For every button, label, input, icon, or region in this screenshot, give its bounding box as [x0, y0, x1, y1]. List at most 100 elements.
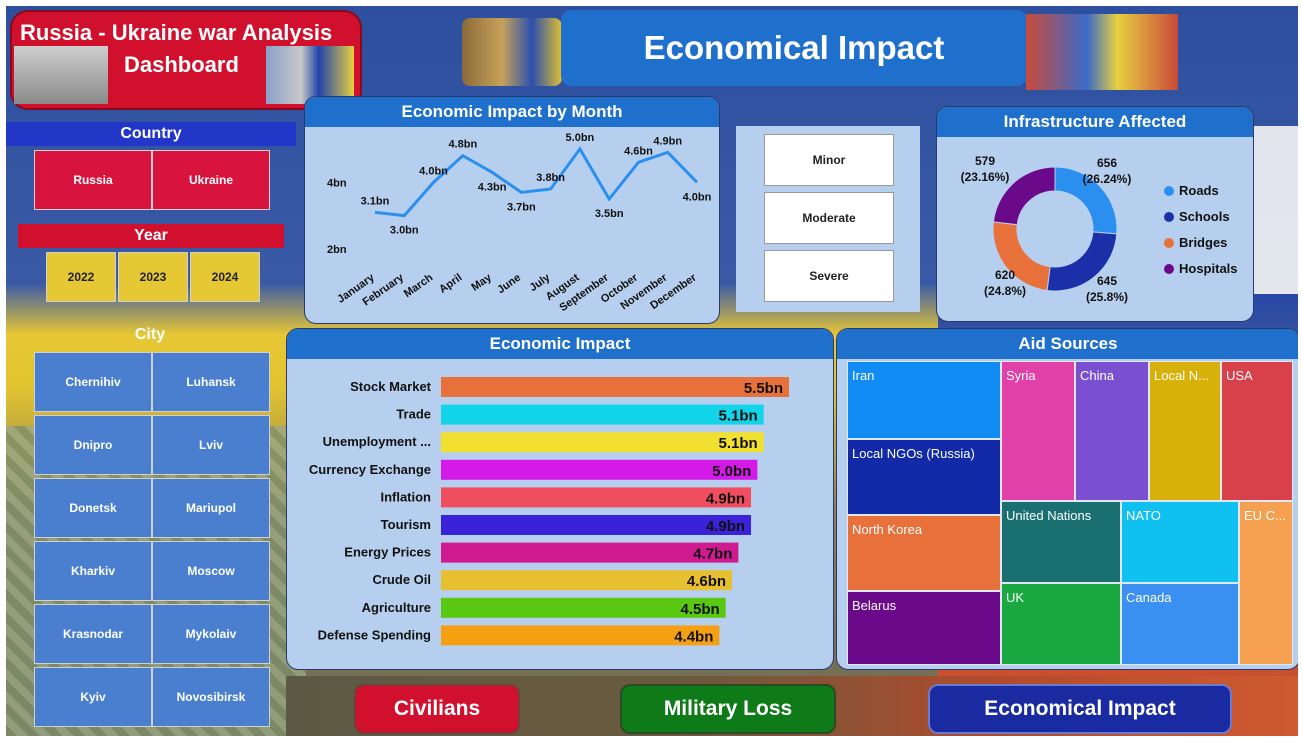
impact-bar-title: Economic Impact — [287, 329, 833, 359]
bar-category-label: Stock Market — [350, 379, 432, 394]
city-option-chernihiv[interactable]: Chernihiv — [34, 352, 152, 412]
severity-severe[interactable]: Severe — [764, 250, 894, 302]
impact-bar — [441, 404, 764, 425]
city-option-moscow[interactable]: Moscow — [152, 541, 270, 601]
impact-bar — [441, 625, 720, 646]
month-series-line — [374, 146, 699, 218]
severity-minor[interactable]: Minor — [764, 134, 894, 186]
bar-value-label: 4.9bn — [706, 518, 745, 535]
impact-bar — [441, 377, 789, 397]
impact-bar — [441, 570, 733, 591]
month-tick-label: March — [402, 271, 436, 300]
bar-category-label: Trade — [396, 407, 431, 422]
month-data-label: 4.8bn — [448, 139, 477, 151]
month-data-label: 3.1bn — [361, 195, 390, 207]
bar-value-label: 4.6bn — [687, 573, 726, 590]
impact-bar — [441, 542, 739, 563]
month-data-label: 3.8bn — [536, 172, 565, 184]
impact-bar — [441, 432, 764, 453]
year-option-2022[interactable]: 2022 — [46, 252, 116, 302]
treemap-cell[interactable]: Syria — [1001, 361, 1075, 501]
month-data-label: 3.7bn — [507, 201, 536, 213]
month-data-label: 3.5bn — [595, 208, 624, 220]
city-option-novosibirsk[interactable]: Novosibirsk — [152, 667, 270, 727]
treemap-cell[interactable]: Belarus — [847, 591, 1001, 665]
infrastructure-donut: 656 (26.24%) 645 (25.8%) 620 (24.8%) 579 (23.16… — [961, 154, 1238, 304]
bar-value-label: 5.5bn — [744, 380, 783, 397]
treemap-cell[interactable]: Local NGOs (Russia) — [847, 439, 1001, 515]
bar-value-label: 4.5bn — [681, 601, 720, 618]
city-option-mariupol[interactable]: Mariupol — [152, 478, 270, 538]
month-data-label: 4.6bn — [624, 145, 653, 157]
donut-value-label: 645 — [1097, 274, 1117, 288]
city-option-mykolaiv[interactable]: Mykolaiv — [152, 604, 270, 664]
page-title: Economical Impact — [561, 10, 1027, 86]
treemap-cell[interactable]: NATO — [1121, 501, 1239, 583]
treemap-cell[interactable]: Local N... — [1149, 361, 1221, 501]
city-option-krasnodar[interactable]: Krasnodar — [34, 604, 152, 664]
impact-bar-chart: Stock Market 5.5bn Trade 5.1bn Unemployment … — [309, 377, 789, 646]
month-line-chart: 2bn4bn3.1bnJanuary3.0bnFebruary4.0bnMarc… — [327, 132, 712, 314]
country-option-ukraine[interactable]: Ukraine — [152, 150, 270, 210]
bar-category-label: Defense Spending — [318, 627, 431, 642]
impact-bar — [441, 459, 758, 480]
donut-percent-label: (26.24%) — [1083, 172, 1132, 186]
month-tick-label: June — [495, 272, 523, 297]
dashboard-title: Russia - Ukraine war Analysis — [20, 20, 333, 45]
impact-bar-panel: Economic Impact Stock Market 5.5bn Trade 5.… — [286, 328, 834, 670]
severity-moderate[interactable]: Moderate — [764, 192, 894, 244]
city-option-luhansk[interactable]: Luhansk — [152, 352, 270, 412]
infrastructure-panel: Infrastructure Affected 656 (26.24%) 645 (2… — [936, 106, 1254, 322]
month-data-label: 4.9bn — [653, 135, 682, 147]
legend-dot — [1164, 238, 1174, 248]
treemap-cell[interactable]: Iran — [847, 361, 1001, 439]
treemap-cell[interactable]: EU C... — [1239, 501, 1293, 665]
treemap-cell[interactable]: North Korea — [847, 515, 1001, 591]
month-data-label: 4.0bn — [683, 191, 712, 203]
legend-label-hospitals: Hospitals — [1179, 261, 1238, 276]
legend-dot — [1164, 264, 1174, 274]
aid-sources-panel: Aid Sources Iran Local NGOs (Russia) North… — [836, 328, 1298, 670]
conflict-image — [1026, 14, 1178, 90]
donut-percent-label: (23.16%) — [961, 170, 1010, 184]
treemap-cell[interactable]: UK — [1001, 583, 1121, 665]
bar-value-label: 5.0bn — [712, 463, 751, 480]
bar-value-label: 5.1bn — [719, 435, 758, 452]
month-tick-label: May — [469, 271, 494, 294]
month-data-label: 5.0bn — [566, 132, 595, 144]
legend-label-schools: Schools — [1179, 209, 1230, 224]
bar-category-label: Currency Exchange — [309, 462, 431, 477]
treemap-cell[interactable]: USA — [1221, 361, 1293, 501]
country-option-russia[interactable]: Russia — [34, 150, 152, 210]
infrastructure-title: Infrastructure Affected — [937, 107, 1253, 137]
donut-value-label: 579 — [975, 154, 995, 168]
city-option-lviv[interactable]: Lviv — [152, 415, 270, 475]
nav-economical-impact-button[interactable]: Economical Impact — [928, 684, 1232, 734]
treemap-cell[interactable]: United Nations — [1001, 501, 1121, 583]
nav-military-loss-button[interactable]: Military Loss — [620, 684, 836, 734]
bar-category-label: Energy Prices — [344, 545, 431, 560]
year-option-2023[interactable]: 2023 — [118, 252, 188, 302]
month-tick-label: April — [437, 272, 464, 296]
month-chart-panel: Economic Impact by Month 2bn 4bn 3.1bn Janu… — [304, 96, 720, 324]
bar-category-label: Agriculture — [362, 600, 431, 615]
year-slicer-title: Year — [18, 224, 284, 248]
impact-bar — [441, 515, 752, 535]
y-tick-label: 4bn — [327, 177, 347, 189]
treemap-cell[interactable]: Canada — [1121, 583, 1239, 665]
donut-percent-label: (24.8%) — [984, 284, 1026, 298]
treemap-cell[interactable]: China — [1075, 361, 1149, 501]
city-option-dnipro[interactable]: Dnipro — [34, 415, 152, 475]
city-option-donetsk[interactable]: Donetsk — [34, 478, 152, 538]
aid-sources-title: Aid Sources — [837, 329, 1298, 359]
dashboard-subtitle: Dashboard — [124, 52, 239, 77]
country-slicer-title: Country — [6, 122, 296, 146]
bar-category-label: Crude Oil — [372, 572, 431, 587]
city-slicer-title: City — [134, 326, 166, 343]
bar-category-label: Inflation — [380, 489, 431, 504]
year-option-2024[interactable]: 2024 — [190, 252, 260, 302]
severity-slicer: Minor Moderate Severe — [736, 126, 920, 312]
city-option-kyiv[interactable]: Kyiv — [34, 667, 152, 727]
nav-civilians-button[interactable]: Civilians — [354, 684, 520, 734]
city-option-kharkiv[interactable]: Kharkiv — [34, 541, 152, 601]
